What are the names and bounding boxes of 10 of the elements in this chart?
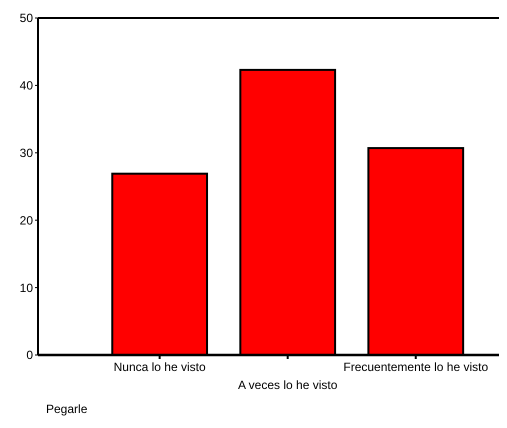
x-axis-title: Pegarle (46, 402, 88, 416)
x-tick-label: Nunca lo he visto (114, 360, 206, 374)
y-tick-label: 10 (20, 280, 34, 295)
y-tick-label: 0 (26, 348, 34, 362)
y-tick-label: 20 (20, 213, 34, 228)
x-tick-label: A veces lo he visto (238, 378, 338, 392)
y-tick-label: 40 (20, 78, 34, 93)
x-tick-label: Frecuentemente lo he visto (343, 360, 488, 374)
y-tick-label: 30 (20, 146, 34, 160)
y-tick-label: 50 (20, 11, 34, 26)
